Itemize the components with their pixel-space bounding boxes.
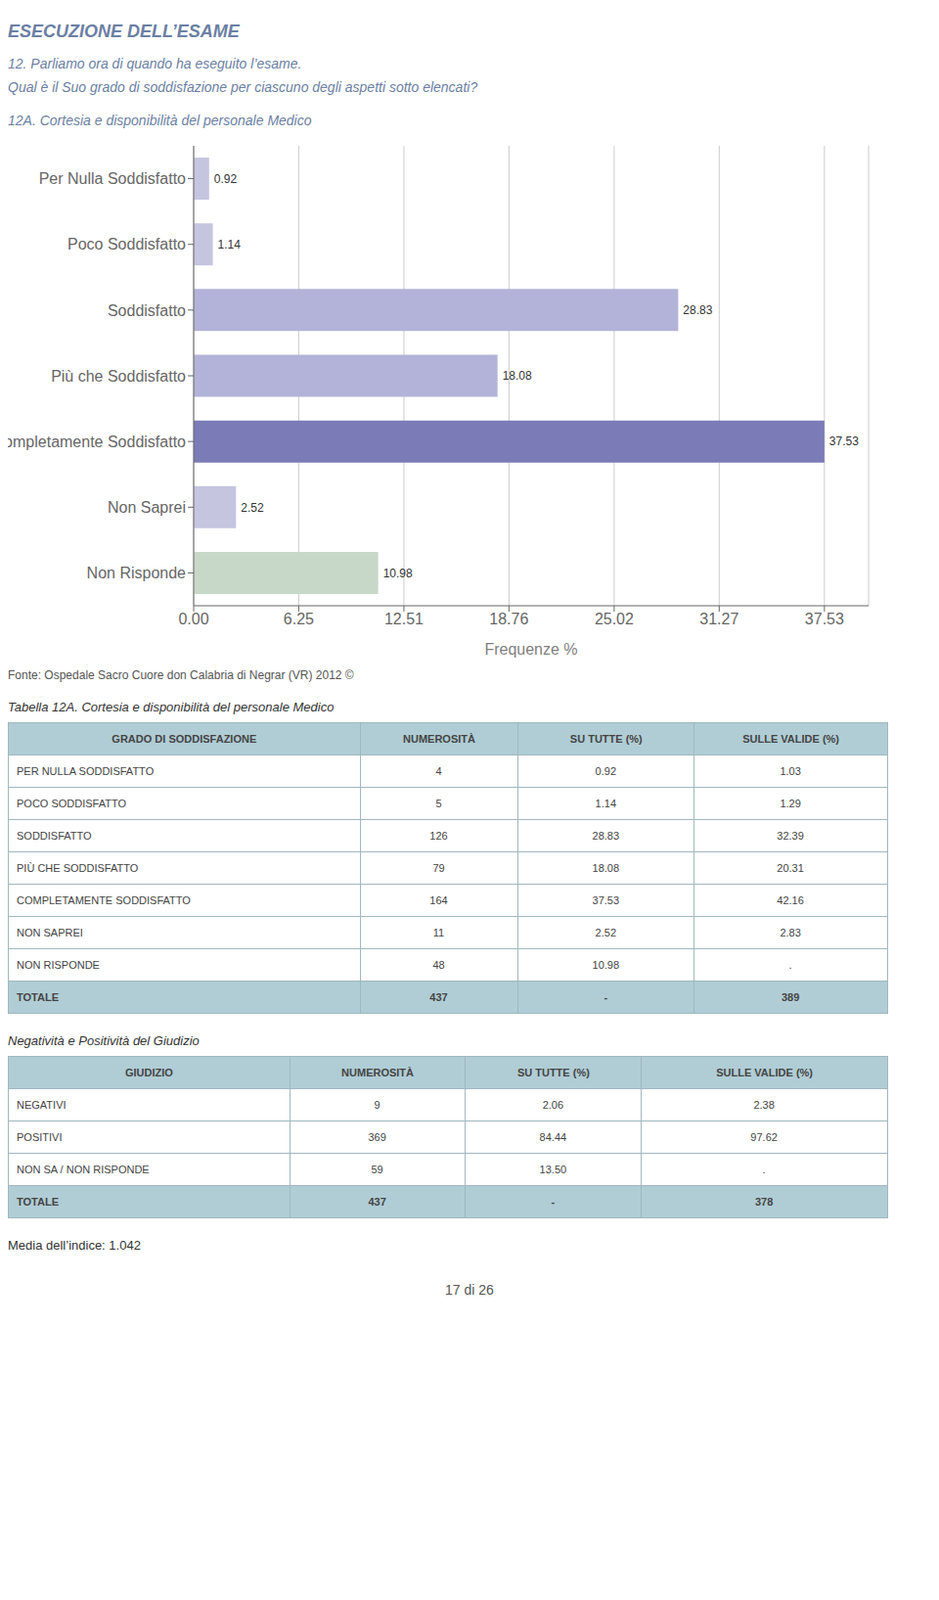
html-text:13.50: 13.50 [539, 1162, 567, 1175]
html-text:389: 389 [781, 990, 800, 1003]
html-text:42.16: 42.16 [776, 894, 804, 906]
html-text:Media dell’indice: 1.042: Media dell’indice: 1.042 [7, 1237, 141, 1252]
html-text:18.08: 18.08 [592, 861, 620, 874]
html-text:TOTALE: TOTALE [16, 990, 59, 1003]
svg-text:Non Risponde: Non Risponde [87, 564, 187, 582]
html-text:POSITIVI: POSITIVI [16, 1130, 63, 1143]
html-text:28.83: 28.83 [592, 829, 620, 842]
html-text:164: 164 [429, 894, 448, 906]
html-text:GIUDIZIO: GIUDIZIO [125, 1066, 173, 1078]
html-text:37.53: 37.53 [592, 894, 620, 906]
html-text:NUMEROSITÀ: NUMEROSITÀ [402, 732, 476, 745]
svg-text:37.53: 37.53 [804, 610, 845, 627]
html-text:2.38: 2.38 [753, 1098, 775, 1111]
svg-text:Poco Soddisfatto: Poco Soddisfatto [67, 235, 186, 253]
svg-text:2.52: 2.52 [240, 500, 265, 515]
html-text:437: 437 [368, 1195, 387, 1208]
svg-text:1.14: 1.14 [218, 237, 242, 252]
html-text:1.03: 1.03 [779, 764, 801, 777]
html-text:437: 437 [429, 990, 448, 1003]
svg-text:Per Nulla Soddisfatto: Per Nulla Soddisfatto [39, 170, 186, 187]
svg-text:31.27: 31.27 [699, 610, 739, 627]
html-text:NON RISPONDE: NON RISPONDE [16, 958, 100, 971]
html-text:378: 378 [755, 1195, 774, 1208]
html-text:PER NULLA SODDISFATTO: PER NULLA SODDISFATTO [16, 764, 154, 777]
html-text:Fonte: Ospedale Sacro Cuore do: Fonte: Ospedale Sacro Cuore don Calabria… [7, 668, 354, 682]
svg-text:Completamente Soddisfatto: Completamente Soddisfatto [7, 433, 186, 450]
svg-text:6.25: 6.25 [283, 610, 314, 627]
html-text:SULLE VALIDE (%): SULLE VALIDE (%) [742, 732, 840, 745]
html-text:20.31: 20.31 [776, 861, 804, 874]
html-text:11: 11 [433, 926, 445, 939]
html-text:SU TUTTE (%): SU TUTTE (%) [570, 732, 643, 745]
html-text:SODDISFATTO: SODDISFATTO [16, 829, 92, 842]
html-text:48: 48 [432, 958, 445, 971]
svg-text:Frequenze %: Frequenze % [484, 640, 578, 658]
html-text:59: 59 [371, 1162, 384, 1175]
html-text:1.29: 1.29 [779, 797, 801, 809]
html-text:126: 126 [429, 829, 448, 842]
svg-text:12.51: 12.51 [384, 610, 424, 627]
html-text:PIÙ CHE SODDISFATTO: PIÙ CHE SODDISFATTO [16, 861, 139, 874]
html-text:97.62: 97.62 [750, 1130, 778, 1143]
html-text:17 di 26: 17 di 26 [445, 1281, 494, 1297]
svg-text:0.00: 0.00 [178, 610, 209, 627]
svg-text:Non Saprei: Non Saprei [107, 498, 186, 516]
html-text:NUMEROSITÀ: NUMEROSITÀ [341, 1066, 414, 1078]
html-text:369: 369 [368, 1130, 387, 1143]
html-text:TOTALE: TOTALE [16, 1195, 59, 1208]
html-text:2.06: 2.06 [542, 1098, 564, 1111]
html-text:1.14: 1.14 [595, 797, 617, 809]
html-text:12. Parliamo ora di quando ha: 12. Parliamo ora di quando ha eseguito l… [7, 55, 302, 72]
html-text:4: 4 [435, 764, 442, 777]
html-text:NON SA / NON RISPONDE: NON SA / NON RISPONDE [16, 1162, 150, 1175]
html-text:2.52: 2.52 [595, 926, 617, 939]
svg-text:Soddisfatto: Soddisfatto [107, 302, 186, 319]
html-text:SULLE VALIDE (%): SULLE VALIDE (%) [716, 1066, 813, 1078]
html-text:79: 79 [432, 861, 445, 874]
html-text:9: 9 [374, 1098, 381, 1111]
svg-text:18.08: 18.08 [502, 368, 533, 383]
svg-text:0.92: 0.92 [214, 172, 238, 186]
html-text:32.39: 32.39 [776, 829, 804, 842]
html-text:5: 5 [435, 797, 442, 809]
html-text:ESECUZIONE DELL’ESAME: ESECUZIONE DELL’ESAME [7, 21, 240, 42]
svg-text:37.53: 37.53 [829, 434, 859, 448]
html-text:0.92: 0.92 [595, 764, 617, 777]
svg-text:Più che Soddisfatto: Più che Soddisfatto [50, 367, 186, 385]
svg-text:18.76: 18.76 [489, 610, 529, 627]
html-text:COMPLETAMENTE SODDISFATTO: COMPLETAMENTE SODDISFATTO [16, 894, 191, 906]
html-text:Negatività e Positività del Gi: Negatività e Positività del Giudizio [7, 1032, 200, 1048]
html-text:84.44: 84.44 [539, 1130, 567, 1143]
html-text:POCO SODDISFATTO: POCO SODDISFATTO [16, 797, 127, 809]
html-text:GRADO DI SODDISFAZIONE: GRADO DI SODDISFAZIONE [111, 732, 257, 745]
svg-text:25.02: 25.02 [594, 610, 634, 627]
svg-text:28.83: 28.83 [682, 303, 713, 317]
html-text:NON SAPREI: NON SAPREI [16, 926, 84, 939]
html-text:Tabella 12A. Cortesia e dispon: Tabella 12A. Cortesia e disponibilità de… [7, 699, 334, 715]
html-text:12A. Cortesia e disponibilità: 12A. Cortesia e disponibilità del person… [7, 112, 312, 129]
svg-text:10.98: 10.98 [383, 566, 413, 581]
html-text:NEGATIVI: NEGATIVI [16, 1098, 67, 1111]
html-text:10.98: 10.98 [592, 958, 620, 971]
html-text:SU TUTTE (%): SU TUTTE (%) [517, 1066, 590, 1078]
html-text:Qual è il Suo grado di soddisf: Qual è il Suo grado di soddisfazione per… [7, 79, 478, 95]
html-text:2.83: 2.83 [779, 926, 801, 939]
